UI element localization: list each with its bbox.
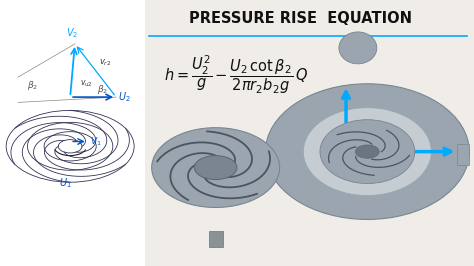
Ellipse shape bbox=[320, 120, 415, 184]
Circle shape bbox=[356, 145, 379, 158]
Circle shape bbox=[194, 156, 237, 180]
Text: $v_{r2}$: $v_{r2}$ bbox=[99, 57, 111, 68]
Ellipse shape bbox=[339, 32, 377, 64]
Bar bbox=[457, 144, 469, 165]
Text: $\beta_2$: $\beta_2$ bbox=[97, 83, 109, 96]
Text: $\beta_2$: $\beta_2$ bbox=[27, 79, 39, 92]
Text: $V_2$: $V_2$ bbox=[66, 27, 79, 40]
Text: $U_2$: $U_2$ bbox=[118, 90, 131, 104]
Ellipse shape bbox=[265, 84, 469, 219]
Text: $v_{u2}$: $v_{u2}$ bbox=[80, 78, 92, 89]
Ellipse shape bbox=[303, 108, 431, 196]
Bar bbox=[0, 0, 145, 266]
Text: $h = \dfrac{U_2^2}{g} - \dfrac{U_2\,\cot\beta_2}{2\pi r_2 b_2 g}\,Q$: $h = \dfrac{U_2^2}{g} - \dfrac{U_2\,\cot… bbox=[164, 53, 308, 96]
Text: PRESSURE RISE  EQUATION: PRESSURE RISE EQUATION bbox=[190, 11, 412, 26]
Ellipse shape bbox=[152, 128, 280, 207]
Text: $V_1$: $V_1$ bbox=[90, 135, 102, 148]
Bar bbox=[209, 231, 223, 247]
Text: $U_1$: $U_1$ bbox=[59, 176, 72, 190]
